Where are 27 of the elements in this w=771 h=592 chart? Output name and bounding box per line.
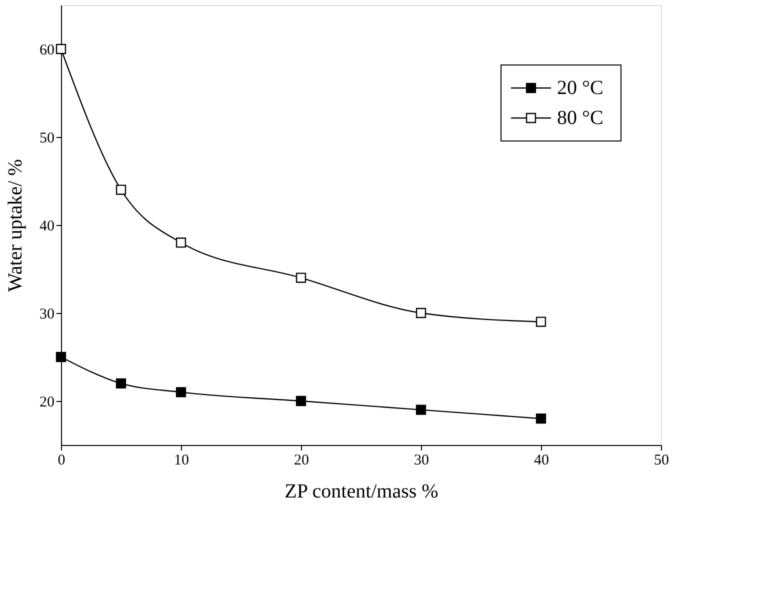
point bbox=[116, 378, 126, 388]
point bbox=[416, 404, 426, 415]
x-tick-label: 40 bbox=[534, 452, 549, 468]
point bbox=[536, 316, 546, 327]
point bbox=[296, 272, 306, 283]
y-tick-label: 40 bbox=[40, 218, 54, 234]
point bbox=[176, 387, 186, 398]
x-axis-title: ZP content/mass % bbox=[284, 480, 438, 502]
point bbox=[296, 396, 306, 406]
point bbox=[56, 352, 66, 362]
y-tick-label: 60 bbox=[40, 42, 54, 58]
x-tick-label: 0 bbox=[58, 452, 66, 468]
point bbox=[416, 308, 426, 318]
point bbox=[56, 44, 66, 54]
y-tick-label: 50 bbox=[40, 130, 54, 146]
point bbox=[536, 414, 546, 424]
point bbox=[176, 238, 186, 248]
legend-label: 80 °C bbox=[557, 107, 604, 129]
legend-label: 20 °C bbox=[557, 77, 604, 99]
point bbox=[116, 184, 126, 195]
y-tick-label: 20 bbox=[40, 394, 54, 410]
x-tick-label: 50 bbox=[654, 452, 669, 468]
x-tick-label: 10 bbox=[174, 452, 189, 468]
y-tick-label: 30 bbox=[40, 306, 54, 322]
y-axis-title: Water uptake/ % bbox=[4, 159, 26, 292]
x-tick-label: 20 bbox=[294, 452, 309, 468]
x-tick-label: 30 bbox=[414, 452, 429, 468]
